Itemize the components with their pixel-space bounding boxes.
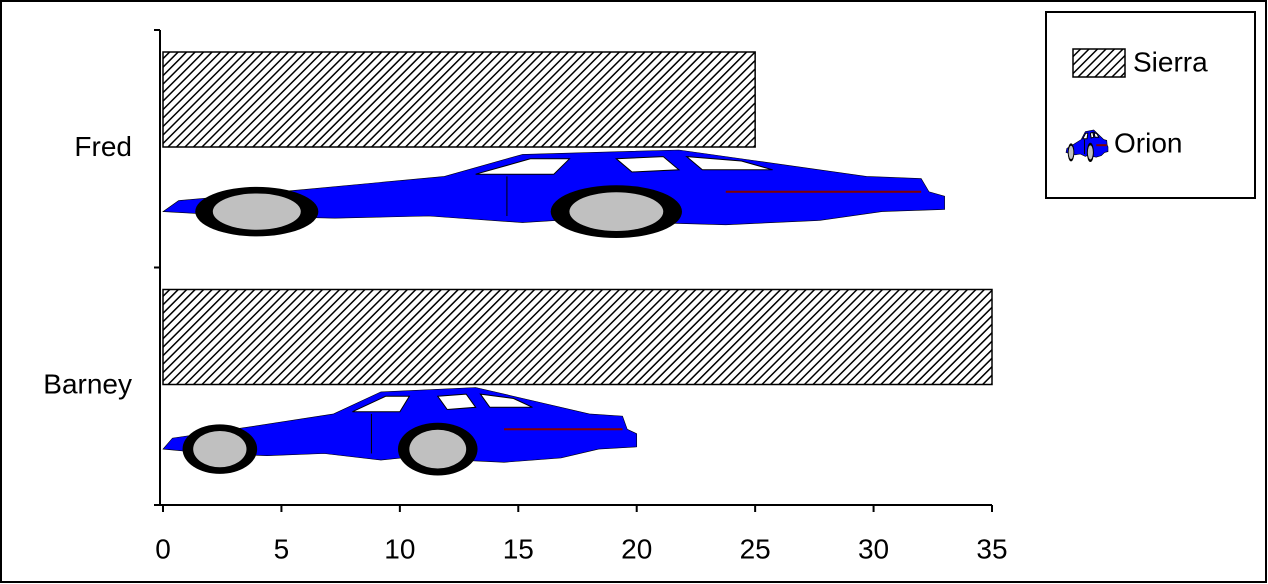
car-window <box>616 157 679 172</box>
car-hub <box>1068 145 1074 159</box>
x-tick-label: 35 <box>976 533 1007 564</box>
car-hub <box>569 192 664 231</box>
legend-box <box>1045 11 1256 199</box>
car-window <box>438 394 476 409</box>
car-hub <box>212 193 301 230</box>
x-tick-label: 15 <box>503 533 534 564</box>
bar <box>163 150 945 238</box>
car-window <box>687 157 773 170</box>
car-window <box>1094 132 1099 137</box>
car-window <box>1090 132 1093 138</box>
y-tick-label: Fred <box>74 131 132 162</box>
legend-swatch <box>1072 48 1126 78</box>
car-shape <box>163 150 945 238</box>
car-window <box>480 394 532 407</box>
legend-label: Orion <box>1114 127 1182 158</box>
car-shape <box>163 388 637 476</box>
car-hub <box>193 430 247 468</box>
x-tick-label: 10 <box>384 533 415 564</box>
bar <box>162 288 993 386</box>
bar <box>163 388 637 476</box>
car-hub <box>409 429 467 469</box>
car-window <box>352 396 409 411</box>
car-window <box>1083 133 1088 139</box>
x-tick-label: 0 <box>155 533 171 564</box>
car-window <box>476 159 570 174</box>
y-tick-label: Barney <box>43 369 132 400</box>
legend-label: Sierra <box>1133 46 1208 77</box>
x-tick-label: 20 <box>621 533 652 564</box>
x-tick-label: 30 <box>858 533 889 564</box>
car-hub <box>1087 145 1093 160</box>
x-tick-label: 25 <box>740 533 771 564</box>
x-tick-label: 5 <box>274 533 290 564</box>
legend-swatch <box>1066 130 1108 162</box>
bar <box>162 51 756 148</box>
car-shape <box>1066 130 1108 162</box>
